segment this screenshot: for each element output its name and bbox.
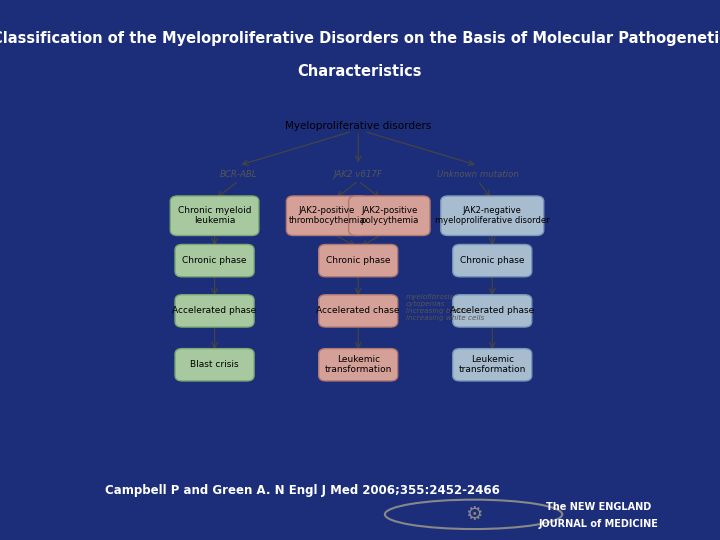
Text: JAK2-positive
thrombocythemia: JAK2-positive thrombocythemia — [289, 206, 365, 225]
Text: JAK2 v617F: JAK2 v617F — [334, 170, 382, 179]
FancyBboxPatch shape — [453, 245, 532, 277]
Text: Accelerated phase: Accelerated phase — [450, 306, 534, 315]
FancyBboxPatch shape — [287, 196, 368, 235]
Text: Chronic phase: Chronic phase — [460, 256, 524, 265]
Text: Blast crisis: Blast crisis — [190, 360, 239, 369]
FancyBboxPatch shape — [175, 349, 254, 381]
Text: Accelerated phase: Accelerated phase — [172, 306, 257, 315]
Text: ⚙: ⚙ — [465, 505, 482, 524]
FancyBboxPatch shape — [441, 196, 544, 235]
FancyBboxPatch shape — [175, 245, 254, 277]
FancyBboxPatch shape — [453, 349, 532, 381]
Text: Accelerated chase: Accelerated chase — [317, 306, 400, 315]
FancyBboxPatch shape — [348, 196, 430, 235]
FancyBboxPatch shape — [319, 245, 397, 277]
Text: myelofibrosis
cytopenias
increasing blasts
increasing white cells: myelofibrosis cytopenias increasing blas… — [406, 294, 485, 321]
Text: JAK2-negative
myeloproliferative disorder: JAK2-negative myeloproliferative disorde… — [435, 206, 549, 225]
FancyBboxPatch shape — [453, 295, 532, 327]
Text: BCR-ABL: BCR-ABL — [220, 170, 257, 179]
Text: Chronic phase: Chronic phase — [182, 256, 247, 265]
Text: Classification of the Myeloproliferative Disorders on the Basis of Molecular Pat: Classification of the Myeloproliferative… — [0, 31, 720, 46]
FancyBboxPatch shape — [170, 196, 259, 235]
Text: JOURNAL of MEDICINE: JOURNAL of MEDICINE — [539, 518, 658, 529]
Text: Leukemic
transformation: Leukemic transformation — [459, 355, 526, 374]
Text: JAK2-positive
polycythemia: JAK2-positive polycythemia — [360, 206, 418, 225]
Text: Characteristics: Characteristics — [298, 64, 422, 79]
Text: Campbell P and Green A. N Engl J Med 2006;355:2452-2466: Campbell P and Green A. N Engl J Med 200… — [105, 484, 500, 497]
Text: Myeloproliferative disorders: Myeloproliferative disorders — [285, 121, 431, 131]
Text: Chronic myeloid
leukemia: Chronic myeloid leukemia — [178, 206, 251, 225]
FancyBboxPatch shape — [319, 349, 397, 381]
Text: Chronic phase: Chronic phase — [326, 256, 390, 265]
Text: The NEW ENGLAND: The NEW ENGLAND — [546, 502, 651, 512]
FancyBboxPatch shape — [319, 295, 397, 327]
Text: Leukemic
transformation: Leukemic transformation — [325, 355, 392, 374]
Text: Unknown mutation: Unknown mutation — [437, 170, 519, 179]
FancyBboxPatch shape — [175, 295, 254, 327]
